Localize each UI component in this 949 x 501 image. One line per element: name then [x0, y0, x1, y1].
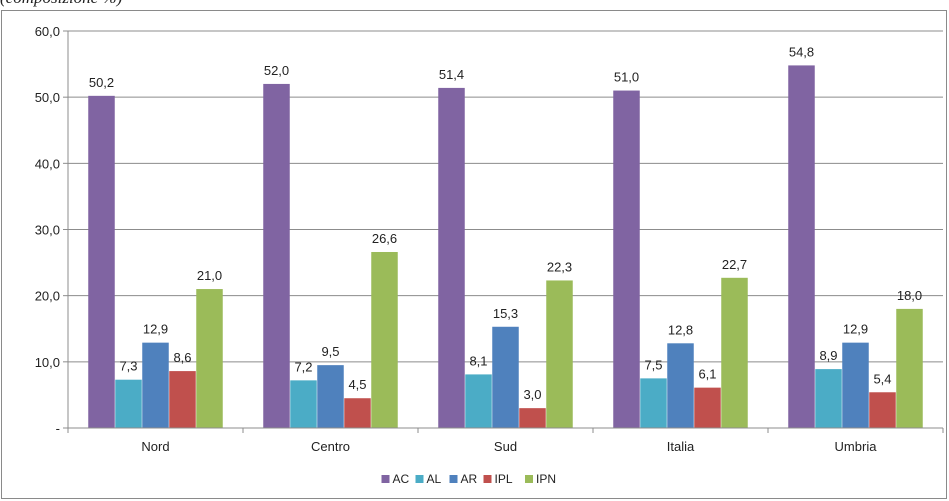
y-axis-ticks: - 10,0 20,0 30,0 40,0 50,0 60,0: [35, 24, 68, 436]
y-tick-label: 60,0: [35, 24, 60, 39]
data-label: 12,9: [143, 322, 168, 337]
data-labels: 50,2 7,3 12,9 8,6 21,0 52,0 7,2 9,5 4,5 26,6 51,4 8…: [89, 44, 922, 402]
legend-swatch: [525, 475, 533, 483]
legend-label: IPL: [495, 472, 513, 486]
data-label: 12,8: [668, 322, 693, 337]
axes: [67, 31, 944, 433]
data-label: 22,3: [547, 259, 572, 274]
bar-ipn: [371, 251, 398, 428]
bar-ar: [492, 326, 519, 428]
data-label: 8,1: [469, 353, 487, 368]
legend-label: AR: [461, 472, 478, 486]
bar-ac: [88, 95, 115, 429]
bar-ar: [667, 343, 694, 428]
bar-al: [640, 378, 667, 428]
y-tick-label: 30,0: [35, 223, 60, 238]
x-axis-categories: Nord Centro Sud Italia Umbria: [141, 439, 877, 454]
data-label: 50,2: [89, 75, 114, 90]
y-tick-label: -: [56, 421, 60, 436]
bar-ipl: [344, 398, 371, 428]
data-label: 3,0: [523, 387, 541, 402]
bar-ipl: [869, 392, 896, 428]
data-label: 7,5: [644, 357, 662, 372]
legend-swatch: [483, 475, 492, 483]
bar-ac: [438, 87, 465, 429]
data-label: 7,2: [294, 359, 312, 374]
bar-ar: [842, 342, 869, 428]
legend-label: IPN: [536, 472, 556, 486]
data-label: 15,3: [493, 306, 518, 321]
bar-ac: [613, 90, 640, 429]
x-category-label: Sud: [494, 439, 517, 454]
bar-al: [465, 374, 492, 428]
x-category-label: Centro: [311, 439, 350, 454]
bar-ac: [788, 65, 815, 428]
x-category-label: Umbria: [835, 439, 878, 454]
bar-ipn: [721, 277, 748, 428]
legend-swatch: [449, 475, 458, 483]
bar-ipl: [694, 387, 721, 428]
legend: AC AL AR IPL IPN: [381, 472, 556, 486]
bar-ipn: [196, 289, 223, 428]
data-label: 18,0: [897, 288, 922, 303]
data-label: 6,1: [698, 367, 716, 382]
bar-ipl: [169, 371, 196, 428]
bar-al: [115, 379, 142, 428]
y-tick-label: 40,0: [35, 156, 60, 171]
y-tick-label: 20,0: [35, 289, 60, 304]
legend-swatch: [381, 475, 390, 483]
bar-ipn: [546, 280, 573, 428]
bar-ar: [142, 342, 169, 428]
bar-ipn: [896, 308, 923, 428]
legend-swatch: [415, 475, 424, 483]
data-label: 52,0: [264, 63, 289, 78]
data-label: 51,0: [614, 70, 639, 85]
data-label: 8,9: [819, 348, 837, 363]
bar-ar: [317, 365, 344, 428]
data-label: 26,6: [372, 231, 397, 246]
data-label: 7,3: [119, 359, 137, 374]
data-label: 9,5: [321, 344, 339, 359]
bar-al: [290, 380, 317, 428]
chart-caption: (composizione %): [0, 0, 122, 8]
x-category-label: Italia: [667, 439, 695, 454]
data-label: 21,0: [197, 268, 222, 283]
y-tick-label: 50,0: [35, 90, 60, 105]
x-category-label: Nord: [141, 439, 169, 454]
bars: [88, 65, 923, 429]
bar-ac: [263, 83, 290, 428]
data-label: 8,6: [173, 350, 191, 365]
data-label: 12,9: [843, 322, 868, 337]
chart-frame: [1, 10, 947, 499]
bar-al: [815, 369, 842, 428]
bar-ipl: [519, 408, 546, 428]
data-label: 4,5: [348, 377, 366, 392]
y-tick-label: 10,0: [35, 355, 60, 370]
data-label: 22,7: [722, 257, 747, 272]
legend-label: AL: [427, 472, 442, 486]
data-label: 5,4: [873, 371, 891, 386]
data-label: 54,8: [789, 44, 814, 59]
data-label: 51,4: [439, 67, 464, 82]
legend-label: AC: [393, 472, 410, 486]
